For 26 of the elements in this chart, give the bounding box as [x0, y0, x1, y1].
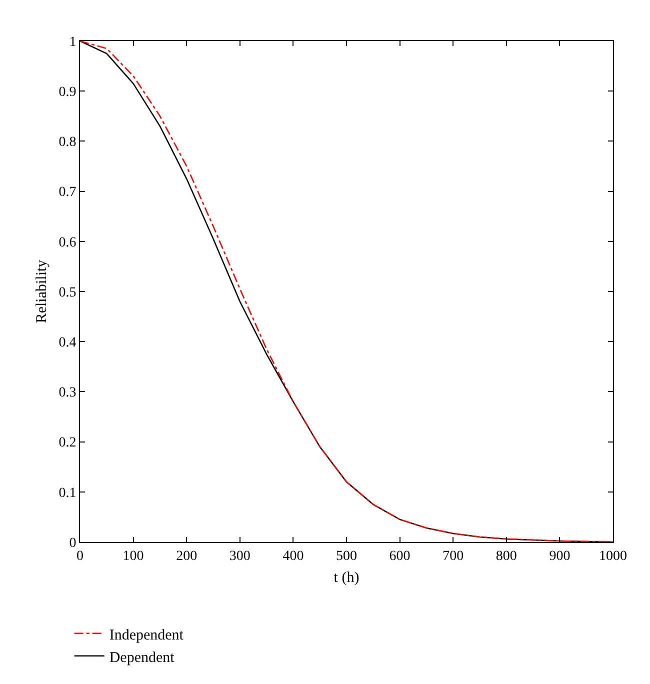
y-tick-label: 0: [69, 536, 76, 551]
y-tick-label: 0.2: [58, 436, 76, 451]
y-axis-title: Reliability: [34, 259, 50, 324]
x-tick-label: 600: [389, 548, 410, 564]
y-tick-label: 0.4: [58, 336, 76, 350]
y-tick-label: 0.1: [58, 486, 76, 501]
line-series: [80, 41, 613, 542]
x-tick-label: 400: [282, 548, 304, 564]
legend-label: Independent: [109, 627, 184, 644]
y-tick-label: 0.9: [58, 85, 76, 100]
x-tick-label: 500: [336, 548, 357, 564]
x-tick-label: 800: [496, 548, 517, 564]
x-axis-title: t (h): [334, 570, 360, 586]
y-tick-label: 0.5: [58, 285, 76, 300]
x-tick-label: 100: [122, 548, 144, 564]
y-tick-label: 1: [69, 34, 76, 50]
legend-label: Dependent: [109, 650, 176, 666]
y-tick-label: 0.7: [58, 185, 76, 200]
x-tick-label: 1000: [599, 548, 627, 564]
y-tick-label: 0.6: [58, 235, 76, 250]
x-tick-label: 300: [229, 548, 250, 564]
x-tick-label: 200: [176, 548, 198, 564]
y-tick-label: 0.8: [58, 135, 76, 150]
x-tick-label: 700: [442, 548, 464, 564]
x-tick-label: 900: [549, 548, 570, 564]
y-tick-label: 0.3: [58, 386, 76, 401]
